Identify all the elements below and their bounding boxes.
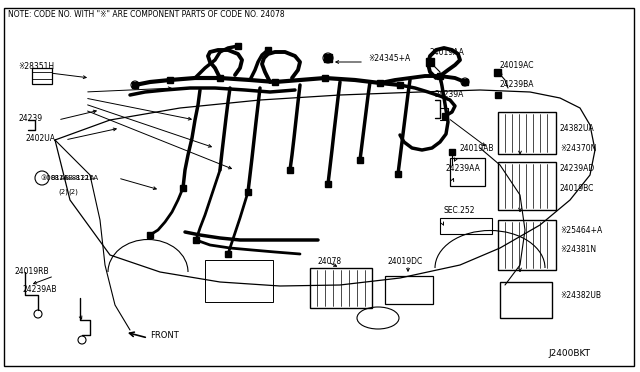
- Text: ③081AB-8121A: ③081AB-8121A: [40, 175, 94, 181]
- Bar: [498, 112, 556, 154]
- Text: (2): (2): [58, 189, 68, 195]
- Text: FRONT: FRONT: [150, 331, 179, 340]
- Bar: [426, 58, 434, 66]
- Text: 24239: 24239: [18, 113, 42, 122]
- Bar: [440, 218, 492, 234]
- Text: ※24345+A: ※24345+A: [368, 54, 410, 62]
- Text: SEC.252: SEC.252: [444, 205, 476, 215]
- Bar: [357, 157, 363, 163]
- Bar: [217, 75, 223, 81]
- Bar: [325, 181, 331, 187]
- Text: 2402UA: 2402UA: [25, 134, 55, 142]
- Text: 24239AA: 24239AA: [446, 164, 481, 173]
- Bar: [310, 268, 372, 308]
- Bar: [500, 282, 552, 318]
- Text: 24019BC: 24019BC: [560, 183, 595, 192]
- Text: ※28351H: ※28351H: [18, 61, 54, 71]
- Bar: [272, 79, 278, 85]
- Text: J2400BKT: J2400BKT: [548, 350, 590, 359]
- Bar: [132, 82, 138, 88]
- Text: NOTE: CODE NO. WITH "※" ARE COMPONENT PARTS OF CODE NO. 24078: NOTE: CODE NO. WITH "※" ARE COMPONENT PA…: [8, 10, 285, 19]
- Bar: [395, 171, 401, 177]
- Text: 24239BA: 24239BA: [500, 80, 534, 89]
- Text: ※24381N: ※24381N: [560, 246, 596, 254]
- Bar: [495, 68, 502, 76]
- Bar: [385, 276, 433, 304]
- Bar: [498, 220, 556, 270]
- Text: 24019RB: 24019RB: [14, 267, 49, 276]
- Bar: [205, 260, 273, 302]
- Text: 24239AB: 24239AB: [22, 285, 56, 295]
- Text: 24239A: 24239A: [435, 90, 465, 99]
- Bar: [245, 189, 251, 195]
- Bar: [180, 185, 186, 191]
- Bar: [449, 149, 455, 155]
- Text: (2): (2): [68, 189, 78, 195]
- Bar: [322, 75, 328, 81]
- Bar: [265, 47, 271, 53]
- Text: 24382UA: 24382UA: [560, 124, 595, 132]
- Bar: [32, 68, 52, 84]
- Bar: [324, 54, 332, 62]
- Text: ※25464+A: ※25464+A: [560, 225, 602, 234]
- Text: 24239AD: 24239AD: [560, 164, 595, 173]
- Bar: [437, 73, 443, 79]
- Text: 081AB-8121A: 081AB-8121A: [50, 175, 98, 181]
- Bar: [462, 79, 468, 85]
- Bar: [167, 77, 173, 83]
- Bar: [235, 43, 241, 49]
- Text: 24078: 24078: [318, 257, 342, 266]
- Text: 24019DC: 24019DC: [388, 257, 423, 266]
- Bar: [193, 237, 199, 243]
- Bar: [495, 92, 501, 98]
- Bar: [498, 162, 556, 210]
- Bar: [287, 167, 293, 173]
- Bar: [225, 251, 231, 257]
- Text: 24019AC: 24019AC: [500, 61, 534, 70]
- Bar: [450, 158, 485, 186]
- Text: ※24382UB: ※24382UB: [560, 292, 601, 301]
- Text: 24019AB: 24019AB: [460, 144, 495, 153]
- Bar: [377, 80, 383, 86]
- Bar: [147, 232, 153, 238]
- Bar: [397, 82, 403, 88]
- Text: 24019AA: 24019AA: [430, 48, 465, 57]
- Bar: [442, 113, 448, 119]
- Text: ※24370N: ※24370N: [560, 144, 596, 153]
